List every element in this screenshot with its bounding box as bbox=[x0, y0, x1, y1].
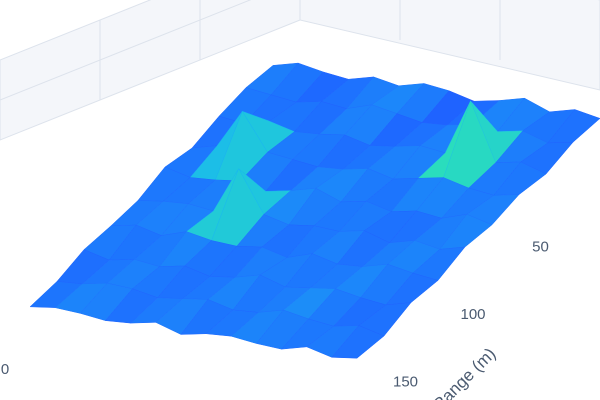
surface-cell bbox=[331, 325, 385, 359]
surface bbox=[29, 62, 600, 359]
back-pane bbox=[299, 0, 600, 91]
scene-panes bbox=[0, 0, 600, 141]
x-tick-label: 0 bbox=[1, 361, 9, 378]
y-tick-label: 50 bbox=[532, 238, 549, 255]
y-tick-label: 100 bbox=[460, 306, 485, 323]
y-axis-title: Range (m) bbox=[429, 344, 499, 400]
y-tick-label: 150 bbox=[393, 373, 418, 390]
pane-grid bbox=[0, 0, 252, 101]
